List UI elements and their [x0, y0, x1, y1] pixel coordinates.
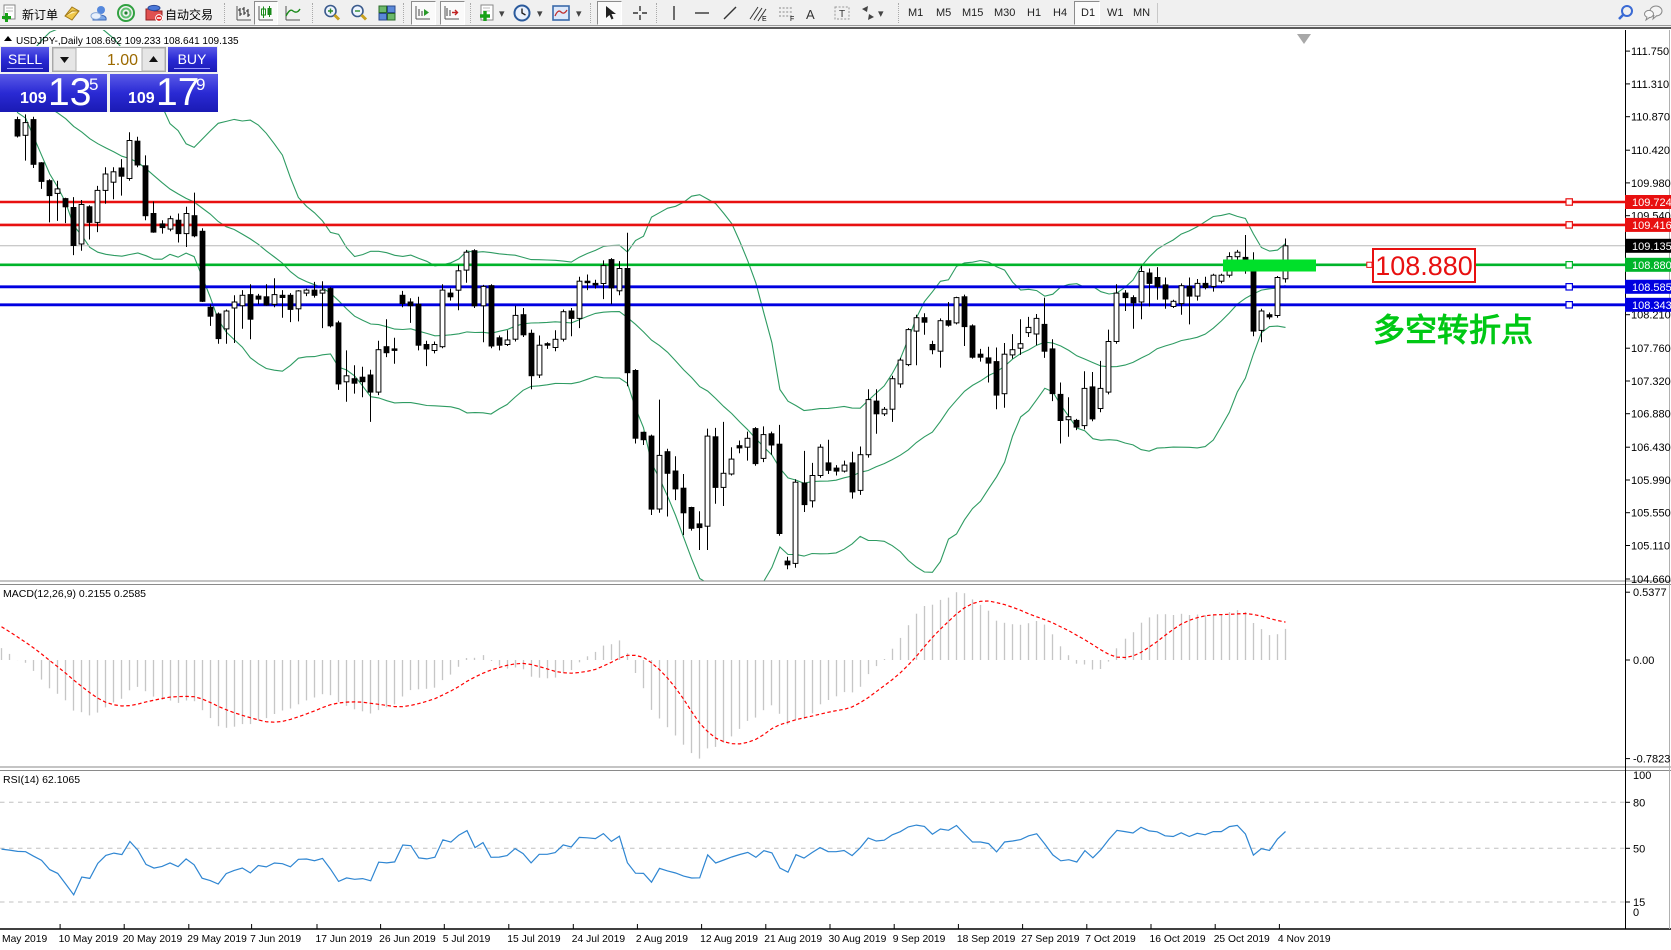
svg-text:100: 100	[1633, 770, 1651, 782]
svg-text:105.990: 105.990	[1631, 475, 1671, 487]
svg-text:15: 15	[1633, 897, 1645, 909]
svg-text:105.110: 105.110	[1631, 541, 1670, 553]
svg-text:109.416: 109.416	[1632, 220, 1671, 232]
svg-text:9 Sep 2019: 9 Sep 2019	[893, 934, 946, 945]
svg-text:-0.7823: -0.7823	[1633, 754, 1670, 766]
svg-text:24 Jul 2019: 24 Jul 2019	[572, 934, 626, 945]
svg-text:10 May 2019: 10 May 2019	[59, 934, 119, 945]
svg-text:108.210: 108.210	[1631, 310, 1671, 322]
svg-text:20 May 2019: 20 May 2019	[123, 934, 183, 945]
svg-text:E: E	[762, 16, 767, 23]
svg-text:109.724: 109.724	[1632, 197, 1671, 209]
svg-text:26 Jun 2019: 26 Jun 2019	[379, 934, 436, 945]
svg-text:13: 13	[48, 71, 91, 114]
svg-text:多空转折点: 多空转折点	[1373, 312, 1533, 348]
svg-text:4 Nov 2019: 4 Nov 2019	[1278, 934, 1331, 945]
svg-text:108.343: 108.343	[1632, 300, 1671, 312]
svg-text:17: 17	[156, 71, 199, 114]
svg-text:SELL: SELL	[8, 51, 42, 67]
svg-text:USDJPY-,Daily 108.692 109.233: USDJPY-,Daily 108.692 109.233 108.641 10…	[16, 36, 239, 47]
svg-text:106.880: 106.880	[1631, 409, 1671, 421]
svg-text:T: T	[839, 9, 845, 20]
svg-text:7 Oct 2019: 7 Oct 2019	[1085, 934, 1136, 945]
svg-text:1.00: 1.00	[107, 52, 138, 69]
svg-text:2 Aug 2019: 2 Aug 2019	[636, 934, 688, 945]
svg-text:109.135: 109.135	[1632, 241, 1671, 253]
svg-text:15 Jul 2019: 15 Jul 2019	[507, 934, 561, 945]
svg-text:F: F	[790, 16, 794, 23]
svg-text:0.00: 0.00	[1633, 655, 1654, 667]
svg-text:108.585: 108.585	[1632, 282, 1671, 294]
svg-text:18 Sep 2019: 18 Sep 2019	[957, 934, 1016, 945]
svg-text:30 Aug 2019: 30 Aug 2019	[829, 934, 887, 945]
svg-text:106.430: 106.430	[1631, 442, 1671, 454]
svg-text:RSI(14) 62.1065: RSI(14) 62.1065	[3, 774, 80, 786]
svg-text:21 Aug 2019: 21 Aug 2019	[764, 934, 822, 945]
svg-text:May 2019: May 2019	[2, 934, 47, 945]
svg-text:105.550: 105.550	[1631, 508, 1671, 520]
svg-text:BUY: BUY	[178, 51, 207, 67]
svg-text:5: 5	[89, 75, 98, 94]
svg-text:27 Sep 2019: 27 Sep 2019	[1021, 934, 1080, 945]
svg-text:104.660: 104.660	[1631, 574, 1671, 586]
svg-text:7 Jun 2019: 7 Jun 2019	[250, 934, 301, 945]
svg-text:5 Jul 2019: 5 Jul 2019	[443, 934, 491, 945]
svg-text:0: 0	[1633, 907, 1639, 919]
svg-text:111.750: 111.750	[1631, 46, 1669, 58]
svg-text:109: 109	[128, 90, 155, 107]
svg-text:108.880: 108.880	[1375, 251, 1473, 281]
svg-text:MACD(12,26,9) 0.2155 0.2585: MACD(12,26,9) 0.2155 0.2585	[3, 588, 146, 600]
svg-text:111.310: 111.310	[1631, 79, 1669, 91]
svg-text:50: 50	[1633, 843, 1645, 855]
svg-text:109.980: 109.980	[1631, 178, 1671, 190]
svg-text:107.760: 107.760	[1631, 343, 1671, 355]
svg-text:108.880: 108.880	[1632, 260, 1671, 272]
svg-text:0.5377: 0.5377	[1633, 587, 1667, 599]
svg-text:110.420: 110.420	[1631, 145, 1670, 157]
svg-text:16 Oct 2019: 16 Oct 2019	[1150, 934, 1206, 945]
svg-text:80: 80	[1633, 797, 1645, 809]
svg-text:12 Aug 2019: 12 Aug 2019	[700, 934, 758, 945]
svg-text:25 Oct 2019: 25 Oct 2019	[1214, 934, 1270, 945]
svg-text:107.320: 107.320	[1631, 376, 1671, 388]
svg-text:17 Jun 2019: 17 Jun 2019	[316, 934, 373, 945]
svg-text:9: 9	[196, 75, 205, 94]
svg-text:29 May 2019: 29 May 2019	[187, 934, 247, 945]
svg-text:110.870: 110.870	[1631, 112, 1670, 124]
svg-text:109: 109	[20, 90, 47, 107]
